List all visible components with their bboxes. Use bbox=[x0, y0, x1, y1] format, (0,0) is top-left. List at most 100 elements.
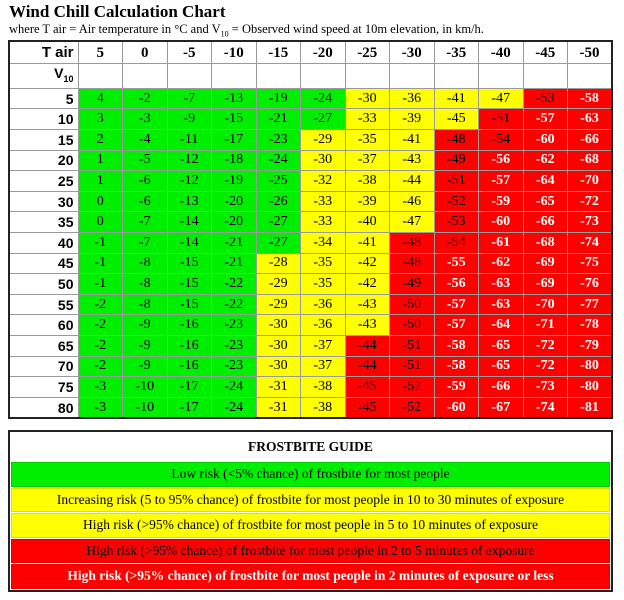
table-row: 10 3 -3 -9 -15 -21 -27 -33 -39 -45 -51 -57 -63 bbox=[8, 108, 613, 130]
wind-chill-cell: -1 bbox=[77, 252, 123, 275]
empty-cell bbox=[122, 63, 168, 89]
wind-speed-label: 40 bbox=[8, 231, 79, 254]
wind-chill-cell: -42 bbox=[344, 252, 390, 275]
wind-chill-cell: -59 bbox=[433, 376, 479, 398]
v10-label-main: V bbox=[54, 65, 64, 81]
wind-chill-cell: -20 bbox=[211, 190, 257, 213]
column-header-temp: -40 bbox=[478, 40, 524, 64]
wind-chill-cell: -37 bbox=[344, 149, 390, 172]
wind-chill-cell: -15 bbox=[166, 273, 212, 295]
chart-subtitle: where T air = Air temperature in °C and … bbox=[9, 22, 484, 39]
subtitle-subscript: 10 bbox=[220, 29, 229, 39]
chart-title: Wind Chill Calculation Chart bbox=[9, 2, 226, 21]
empty-cell bbox=[77, 63, 123, 89]
wind-chill-cell: -44 bbox=[344, 355, 390, 378]
column-header-temp: -15 bbox=[255, 40, 301, 64]
wind-chill-cell: -57 bbox=[478, 170, 524, 192]
wind-chill-cell: -57 bbox=[433, 293, 479, 316]
wind-chill-cell: -16 bbox=[166, 334, 212, 357]
wind-chill-cell: -36 bbox=[389, 87, 435, 110]
wind-chill-cell: -33 bbox=[344, 108, 390, 130]
wind-chill-cell: -68 bbox=[567, 149, 613, 172]
wind-chill-cell: -23 bbox=[211, 334, 257, 357]
wind-chill-cell: -24 bbox=[211, 396, 257, 419]
frostbite-guide-title: FROSTBITE GUIDE bbox=[248, 439, 373, 454]
wind-chill-cell: 4 bbox=[77, 87, 123, 110]
wind-chill-cell: 0 bbox=[77, 211, 123, 233]
wind-chill-cell: -45 bbox=[344, 396, 390, 419]
wind-chill-cell: -32 bbox=[300, 170, 346, 192]
wind-chill-cell: -41 bbox=[433, 87, 479, 110]
table-row: 50 -1 -8 -15 -22 -29 -35 -42 -49 -56 -63 -69 -76 bbox=[8, 273, 613, 295]
wind-speed-label: 50 bbox=[8, 273, 79, 295]
wind-chill-cell: -38 bbox=[300, 376, 346, 398]
wind-chill-cell: -54 bbox=[433, 231, 479, 254]
wind-chill-cell: -14 bbox=[166, 211, 212, 233]
wind-chill-cell: -1 bbox=[77, 231, 123, 254]
wind-chill-cell: -72 bbox=[522, 334, 568, 357]
wind-speed-label: 10 bbox=[8, 108, 79, 130]
v10-label-row: V10 bbox=[8, 63, 613, 89]
column-header-temp: -20 bbox=[300, 40, 346, 64]
wind-chill-cell: 2 bbox=[77, 128, 123, 151]
wind-chill-cell: -19 bbox=[255, 87, 301, 110]
table-row: 30 0 -6 -13 -20 -26 -33 -39 -46 -52 -59 -65 -72 bbox=[8, 190, 613, 213]
wind-chill-cell: -51 bbox=[389, 334, 435, 357]
wind-chill-cell: -7 bbox=[122, 231, 168, 254]
wind-chill-cell: -45 bbox=[344, 376, 390, 398]
wind-chill-cell: -7 bbox=[122, 211, 168, 233]
wind-chill-cell: -10 bbox=[122, 376, 168, 398]
wind-chill-cell: -66 bbox=[478, 376, 524, 398]
wind-chill-cell: -41 bbox=[344, 231, 390, 254]
wind-chill-cell: -30 bbox=[255, 334, 301, 357]
frostbite-guide-rows: Low risk (<5% chance) of frostbite for m… bbox=[10, 462, 611, 589]
wind-chill-cell: -6 bbox=[122, 170, 168, 192]
wind-chill-cell: -60 bbox=[522, 128, 568, 151]
wind-chill-cell: -51 bbox=[478, 108, 524, 130]
header-row: T air 5 0 -5 -10 -15 -20 -25 -30 -35 -40 -45 -50 bbox=[8, 40, 613, 64]
table-row: 45 -1 -8 -15 -21 -28 -35 -42 -48 -55 -62 -69 -75 bbox=[8, 252, 613, 275]
wind-chill-cell: -46 bbox=[389, 190, 435, 213]
wind-chill-cell: -41 bbox=[389, 128, 435, 151]
wind-speed-label: 70 bbox=[8, 355, 79, 378]
empty-cell bbox=[389, 63, 435, 89]
frostbite-guide-item: High risk (>95% chance) of frostbite for… bbox=[11, 564, 610, 589]
wind-chill-cell: -43 bbox=[389, 149, 435, 172]
wind-chill-cell: -6 bbox=[122, 190, 168, 213]
wind-speed-label: 45 bbox=[8, 252, 79, 275]
wind-chill-cell: -69 bbox=[522, 273, 568, 295]
wind-chill-cell: -12 bbox=[166, 149, 212, 172]
wind-chill-cell: -29 bbox=[255, 293, 301, 316]
wind-chill-cell: -27 bbox=[300, 108, 346, 130]
wind-chill-cell: -8 bbox=[122, 252, 168, 275]
wind-speed-label: 35 bbox=[8, 211, 79, 233]
wind-chill-cell: -2 bbox=[77, 355, 123, 378]
wind-chill-cell: -61 bbox=[478, 231, 524, 254]
wind-chill-cell: -7 bbox=[166, 87, 212, 110]
wind-chill-cell: -1 bbox=[77, 273, 123, 295]
wind-chill-cell: -60 bbox=[478, 211, 524, 233]
wind-chill-cell: -27 bbox=[255, 211, 301, 233]
wind-chill-cell: -17 bbox=[166, 376, 212, 398]
empty-cell bbox=[255, 63, 301, 89]
table-row: 80 -3 -10 -17 -24 -31 -38 -45 -52 -60 -67 -74 -81 bbox=[8, 396, 613, 419]
frostbite-guide-item: Low risk (<5% chance) of frostbite for m… bbox=[11, 462, 610, 487]
table-row: 75 -3 -10 -17 -24 -31 -38 -45 -52 -59 -66 -73 -80 bbox=[8, 376, 613, 398]
wind-chill-cell: -30 bbox=[255, 355, 301, 378]
wind-chill-cell: -22 bbox=[211, 273, 257, 295]
wind-chill-cell: -59 bbox=[478, 190, 524, 213]
wind-chill-cell: -62 bbox=[522, 149, 568, 172]
wind-chill-cell: -24 bbox=[300, 87, 346, 110]
wind-chill-cell: -39 bbox=[389, 108, 435, 130]
v10-label: V10 bbox=[8, 63, 79, 89]
wind-chill-cell: -40 bbox=[344, 211, 390, 233]
wind-speed-label: 20 bbox=[8, 149, 79, 172]
wind-chill-cell: -2 bbox=[77, 314, 123, 336]
wind-chill-cell: -29 bbox=[255, 273, 301, 295]
wind-chill-cell: -75 bbox=[567, 252, 613, 275]
wind-chill-cell: -27 bbox=[255, 231, 301, 254]
wind-chill-cell: -50 bbox=[389, 293, 435, 316]
wind-chill-cell: -53 bbox=[433, 211, 479, 233]
wind-chill-cell: -10 bbox=[122, 396, 168, 419]
wind-chill-cell: -65 bbox=[478, 355, 524, 378]
